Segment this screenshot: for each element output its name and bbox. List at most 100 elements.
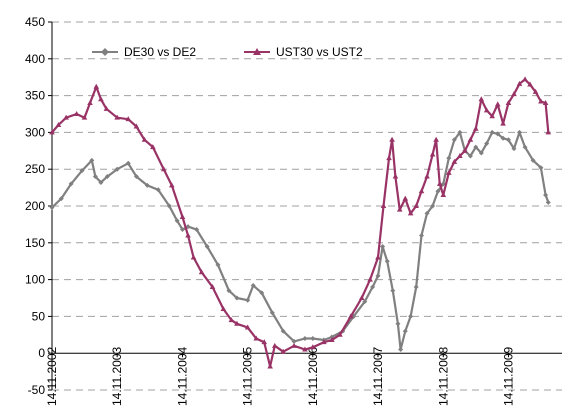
data-point-de30-vs-de2 xyxy=(133,174,139,180)
legend-item-ust30: UST30 vs UST2 xyxy=(244,45,363,59)
data-point-ust30-vs-ust2 xyxy=(462,147,468,153)
data-point-ust30-vs-ust2 xyxy=(267,363,273,369)
data-point-de30-vs-de2 xyxy=(179,227,185,233)
data-point-de30-vs-de2 xyxy=(234,295,240,301)
data-point-ust30-vs-ust2 xyxy=(150,144,156,150)
data-point-ust30-vs-ust2 xyxy=(87,99,93,105)
data-point-de30-vs-de2 xyxy=(484,140,490,146)
x-tick-label: 14.11.2006 xyxy=(306,347,320,406)
data-point-de30-vs-de2 xyxy=(98,179,104,185)
data-point-de30-vs-de2 xyxy=(435,188,441,194)
data-point-ust30-vs-ust2 xyxy=(433,136,439,142)
data-point-ust30-vs-ust2 xyxy=(446,169,452,175)
data-point-ust30-vs-ust2 xyxy=(396,206,403,212)
data-point-de30-vs-de2 xyxy=(511,146,517,152)
data-point-ust30-vs-ust2 xyxy=(55,122,62,128)
data-point-ust30-vs-ust2 xyxy=(133,123,140,129)
y-tick-label: -50 xyxy=(28,383,46,397)
data-point-de30-vs-de2 xyxy=(104,174,110,180)
data-point-de30-vs-de2 xyxy=(495,131,501,137)
y-tick-label: 300 xyxy=(25,125,45,139)
x-tick-label: 14.11.2008 xyxy=(436,347,450,406)
data-point-ust30-vs-ust2 xyxy=(160,166,167,172)
data-point-ust30-vs-ust2 xyxy=(505,99,512,105)
data-point-de30-vs-de2 xyxy=(92,174,98,180)
data-point-de30-vs-de2 xyxy=(144,182,150,188)
data-point-de30-vs-de2 xyxy=(457,129,463,135)
data-point-de30-vs-de2 xyxy=(302,335,308,341)
data-point-de30-vs-de2 xyxy=(408,313,414,319)
data-point-ust30-vs-ust2 xyxy=(413,203,419,208)
y-tick-label: 150 xyxy=(25,236,45,250)
y-tick-label: 350 xyxy=(25,89,45,103)
data-point-de30-vs-de2 xyxy=(473,144,479,150)
data-point-de30-vs-de2 xyxy=(89,157,95,163)
data-point-de30-vs-de2 xyxy=(58,196,64,202)
data-point-ust30-vs-ust2 xyxy=(261,339,268,345)
axes: -50 0 50 100 150 200 250 300 350 400 450 14.11.2002… xyxy=(25,15,562,406)
data-point-de30-vs-de2 xyxy=(245,297,251,303)
data-point-ust30-vs-ust2 xyxy=(494,101,501,107)
data-point-de30-vs-de2 xyxy=(390,288,396,294)
data-point-de30-vs-de2 xyxy=(215,262,221,268)
data-point-ust30-vs-ust2 xyxy=(436,180,443,186)
data-point-ust30-vs-ust2 xyxy=(467,136,474,142)
data-point-ust30-vs-ust2 xyxy=(49,129,55,135)
data-point-ust30-vs-ust2 xyxy=(418,188,425,194)
x-tick-label: 14.11.2002 xyxy=(45,347,59,406)
data-point-ust30-vs-ust2 xyxy=(114,114,120,120)
data-point-ust30-vs-ust2 xyxy=(73,111,80,116)
data-point-de30-vs-de2 xyxy=(522,144,528,150)
data-point-ust30-vs-ust2 xyxy=(198,269,205,275)
data-point-ust30-vs-ust2 xyxy=(185,232,191,238)
series-line-ust30-vs-ust2 xyxy=(51,78,550,368)
y-tick-label: 200 xyxy=(25,199,45,213)
data-point-de30-vs-de2 xyxy=(446,155,452,161)
data-point-ust30-vs-ust2 xyxy=(125,116,132,122)
data-point-de30-vs-de2 xyxy=(478,150,484,156)
data-point-ust30-vs-ust2 xyxy=(81,114,88,120)
data-point-de30-vs-de2 xyxy=(517,129,523,135)
data-point-ust30-vs-ust2 xyxy=(457,152,463,158)
data-point-ust30-vs-ust2 xyxy=(329,336,335,342)
data-point-de30-vs-de2 xyxy=(402,328,408,334)
data-point-de30-vs-de2 xyxy=(398,347,404,353)
data-point-ust30-vs-ust2 xyxy=(367,276,373,282)
data-point-de30-vs-de2 xyxy=(114,166,120,172)
data-point-ust30-vs-ust2 xyxy=(545,129,552,135)
data-point-de30-vs-de2 xyxy=(226,288,232,294)
data-point-de30-vs-de2 xyxy=(375,273,381,279)
data-point-ust30-vs-ust2 xyxy=(542,99,549,105)
gridlines xyxy=(52,21,562,391)
data-point-ust30-vs-ust2 xyxy=(271,342,278,348)
data-point-ust30-vs-ust2 xyxy=(407,210,414,216)
data-point-de30-vs-de2 xyxy=(384,258,390,264)
data-point-ust30-vs-ust2 xyxy=(63,114,69,120)
data-point-ust30-vs-ust2 xyxy=(98,96,104,102)
data-point-de30-vs-de2 xyxy=(291,338,297,344)
data-point-de30-vs-de2 xyxy=(125,160,131,166)
x-tick-label: 14.11.2007 xyxy=(371,347,385,406)
data-point-ust30-vs-ust2 xyxy=(389,136,395,142)
data-point-ust30-vs-ust2 xyxy=(440,191,447,197)
data-point-de30-vs-de2 xyxy=(545,199,551,205)
series-line-de30-vs-de2 xyxy=(51,131,550,351)
x-tick-label: 14.11.2009 xyxy=(501,347,515,406)
data-point-ust30-vs-ust2 xyxy=(291,342,297,348)
data-point-de30-vs-de2 xyxy=(204,243,210,249)
data-point-ust30-vs-ust2 xyxy=(209,283,216,289)
data-point-ust30-vs-ust2 xyxy=(380,203,387,208)
data-point-ust30-vs-ust2 xyxy=(321,339,327,345)
x-tick-label: 14.11.2005 xyxy=(241,347,255,406)
y-tick-label: 100 xyxy=(25,273,45,287)
data-point-ust30-vs-ust2 xyxy=(358,295,365,300)
y-tick-label: 250 xyxy=(25,162,45,176)
data-point-ust30-vs-ust2 xyxy=(392,173,399,179)
data-point-ust30-vs-ust2 xyxy=(348,313,354,319)
data-point-de30-vs-de2 xyxy=(505,137,511,143)
y-tick-label: 450 xyxy=(25,15,45,29)
data-point-de30-vs-de2 xyxy=(413,284,419,290)
data-point-de30-vs-de2 xyxy=(280,328,286,334)
data-point-de30-vs-de2 xyxy=(424,210,430,216)
data-point-ust30-vs-ust2 xyxy=(103,105,110,111)
